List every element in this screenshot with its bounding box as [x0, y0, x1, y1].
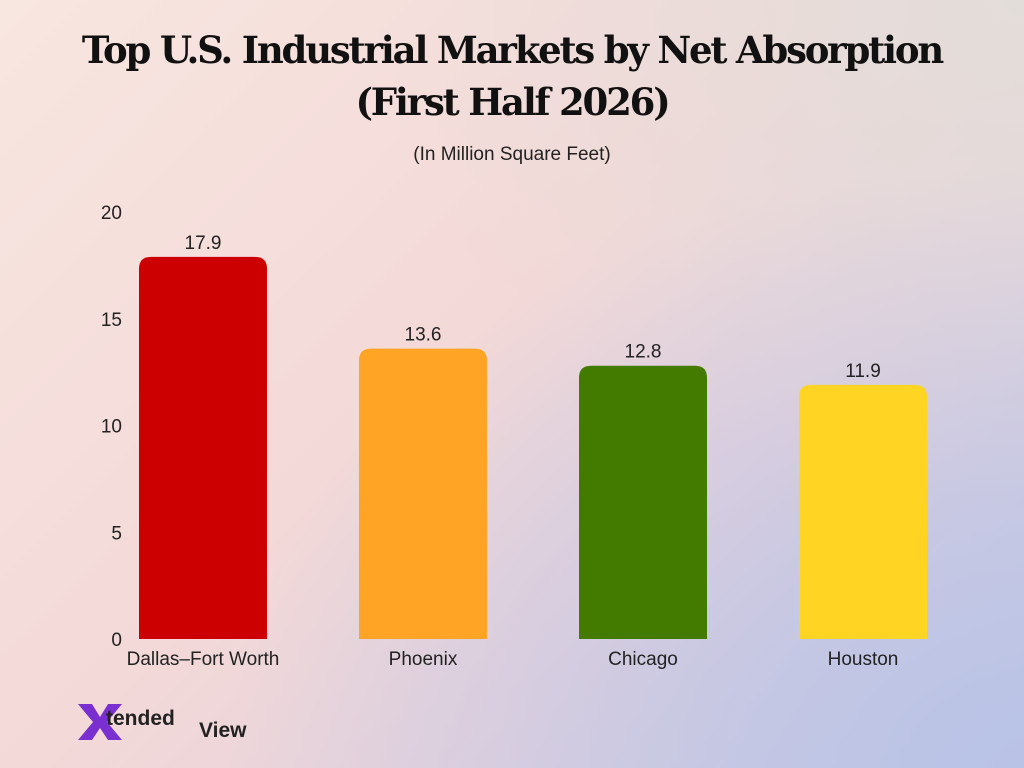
logo-x-mark: [78, 704, 122, 740]
bar-value-label: 12.8: [625, 342, 662, 363]
bar-value-label: 11.9: [845, 361, 881, 382]
bar-value-label: 17.9: [185, 233, 222, 254]
chart-title-line-1: Top U.S. Industrial Markets by Net Absor…: [81, 28, 944, 72]
y-tick-label: 5: [111, 523, 122, 544]
x-tick-label: Houston: [828, 649, 899, 670]
y-tick-label: 20: [101, 203, 122, 224]
bar: [359, 348, 487, 639]
x-tick-label: Dallas–Fort Worth: [127, 649, 280, 670]
bar-value-label: 13.6: [405, 325, 442, 346]
chart-title: Top U.S. Industrial Markets by Net Absor…: [0, 24, 1024, 128]
y-tick-label: 10: [101, 417, 122, 438]
bar: [799, 384, 927, 639]
xtendedview-logo: tended View: [78, 704, 247, 742]
logo-text-tended: tended: [106, 707, 175, 730]
x-tick-label: Chicago: [608, 649, 678, 670]
bar: [139, 256, 267, 639]
bar: [579, 365, 707, 639]
x-tick-label: Phoenix: [389, 649, 458, 670]
chart-title-line-2: (First Half 2026): [355, 80, 671, 124]
logo-text-view: View: [199, 719, 247, 742]
y-tick-label: 15: [101, 310, 122, 331]
chart-subtitle: (In Million Square Feet): [413, 144, 611, 165]
y-tick-label: 0: [111, 630, 122, 651]
